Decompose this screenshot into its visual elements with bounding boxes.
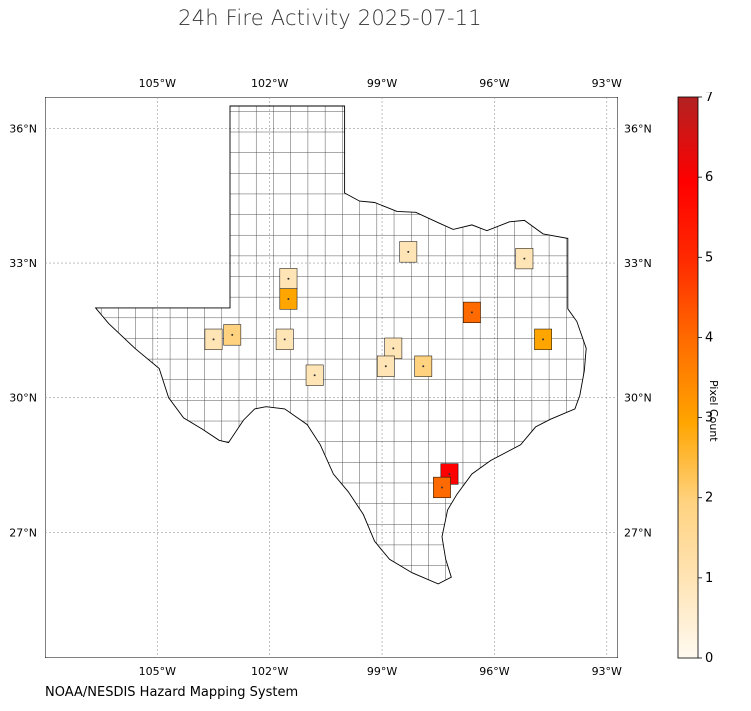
lat-tick-left-0: 36°N [9, 122, 37, 135]
colorbar-tick-label-2: 2 [705, 491, 713, 506]
colorbar-tick-label-5: 5 [705, 250, 713, 265]
colorbar-tick-label-7: 7 [705, 92, 713, 105]
colorbar-tick-label-0: 0 [705, 651, 713, 662]
colorbar-tick-label-6: 6 [705, 170, 713, 185]
fire-detection-1 [523, 257, 526, 260]
colorbar-tick-label-1: 1 [705, 571, 713, 586]
source-credit: NOAA/NESDIS Hazard Mapping System [45, 685, 299, 700]
fire-detection-12 [313, 374, 316, 377]
colorbar-gradient [677, 96, 699, 659]
lon-tick-bottom-3: 96°W [479, 665, 509, 678]
map-title: 24h Fire Activity 2025-07-11 [178, 6, 482, 30]
lat-tick-left-3: 27°N [9, 526, 37, 539]
colorbar-tick-label-3: 3 [705, 411, 713, 426]
fire-detection-2 [287, 277, 290, 280]
map-frame [45, 97, 618, 658]
fire-detection-0 [407, 250, 410, 253]
fire-detection-13 [448, 472, 451, 475]
fire-counties [204, 241, 552, 499]
lon-tick-bottom-1: 102°W [251, 665, 288, 678]
map-plot [45, 97, 618, 658]
fire-detection-6 [231, 333, 234, 336]
fire-detection-3 [287, 297, 290, 300]
lat-tick-right-0: 36°N [624, 122, 652, 135]
lat-tick-right-1: 33°N [624, 257, 652, 270]
lon-tick-bottom-0: 105°W [139, 665, 176, 678]
lon-tick-top-2: 99°W [367, 77, 397, 90]
fire-detection-11 [422, 365, 425, 368]
colorbar-label: Pixel Count [707, 380, 720, 442]
lon-tick-top-0: 105°W [139, 77, 176, 90]
fire-detection-14 [440, 486, 443, 489]
lon-tick-bottom-2: 99°W [367, 665, 397, 678]
colorbar: 0 1 2 3 4 5 6 7 [677, 92, 713, 662]
lon-tick-top-1: 102°W [251, 77, 288, 90]
colorbar-tick-label-4: 4 [705, 330, 713, 345]
lon-tick-bottom-4: 93°W [592, 665, 622, 678]
fire-detection-9 [542, 338, 545, 341]
lat-tick-right-2: 30°N [624, 392, 652, 405]
lon-tick-top-3: 96°W [479, 77, 509, 90]
texas-outline [94, 105, 587, 585]
lon-tick-top-4: 93°W [592, 77, 622, 90]
lat-tick-right-3: 27°N [624, 526, 652, 539]
lat-tick-left-2: 30°N [9, 392, 37, 405]
fire-detection-10 [384, 365, 387, 368]
fire-detection-4 [470, 311, 473, 314]
lat-tick-left-1: 33°N [9, 257, 37, 270]
fire-detection-5 [212, 338, 215, 341]
fire-detection-8 [392, 347, 395, 350]
fire-detection-7 [283, 338, 286, 341]
